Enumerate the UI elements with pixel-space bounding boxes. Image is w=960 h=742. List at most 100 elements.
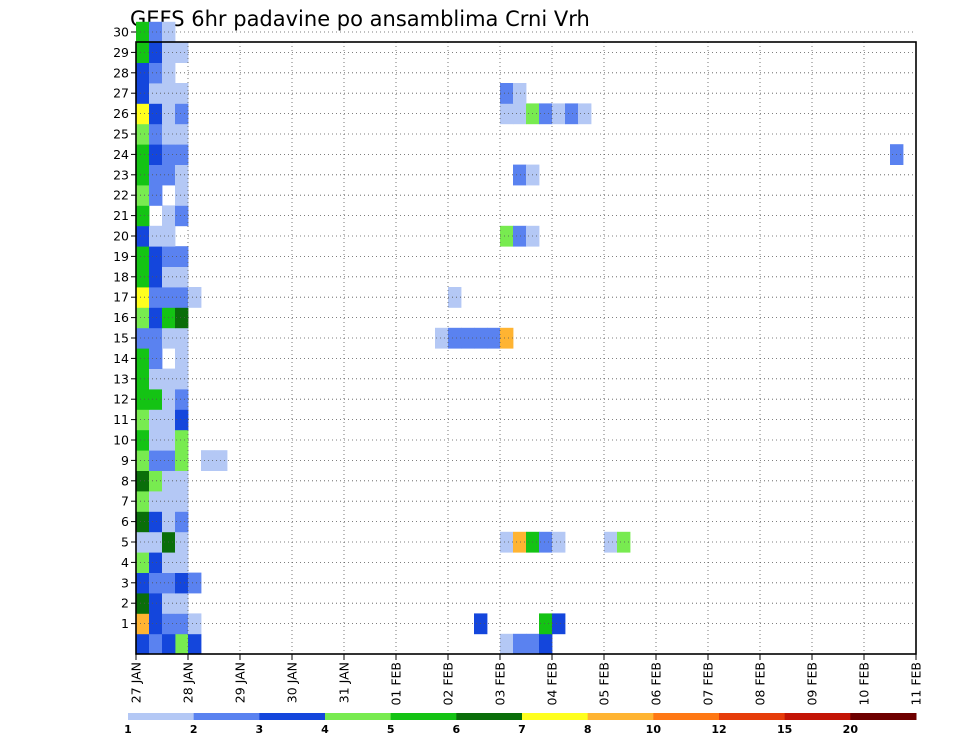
heatmap-cell [149, 42, 163, 63]
colorbar-label: 8 [584, 723, 592, 736]
colorbar-label: 3 [256, 723, 264, 736]
heatmap-cell [136, 164, 150, 186]
heatmap-cell [136, 389, 150, 410]
heatmap-cell [149, 450, 163, 471]
x-tick-label: 03 FEB [493, 662, 508, 706]
heatmap-cell [500, 531, 514, 553]
heatmap-cell [500, 83, 514, 104]
x-tick-label: 10 FEB [857, 662, 872, 706]
heatmap-cell [136, 572, 150, 594]
heatmap-cell [175, 144, 189, 165]
heatmap-cell [487, 327, 501, 349]
heatmap-cell [565, 103, 579, 125]
heatmap-cell [136, 409, 150, 431]
y-tick-label: 4 [121, 555, 129, 570]
heatmap-cell [552, 613, 566, 635]
heatmap-cell [136, 144, 150, 165]
heatmap-cell [136, 123, 150, 145]
plot-frame [135, 41, 917, 655]
heatmap-cell [175, 164, 189, 186]
heatmap-cell [175, 593, 189, 614]
y-tick-label: 8 [121, 473, 129, 488]
heatmap-cell [136, 450, 150, 471]
colorbar-swatch [390, 713, 457, 720]
heatmap-cell [513, 164, 527, 186]
y-tick-label: 2 [121, 596, 129, 611]
heatmap-cell [175, 266, 189, 288]
heatmap-cell [175, 42, 189, 63]
heatmap-cell [149, 164, 163, 186]
heatmap-cell [136, 470, 150, 492]
heatmap-cell [175, 307, 189, 329]
heatmap-cell [149, 368, 163, 390]
heatmap-cell [149, 389, 163, 410]
x-tick-label: 29 JAN [233, 662, 248, 703]
y-tick-label: 17 [113, 290, 129, 305]
heatmap-cell [149, 470, 163, 492]
colorbar-swatch [193, 713, 260, 720]
heatmap-cell [175, 511, 189, 533]
heatmap-cell [513, 83, 527, 104]
heatmap-cell [149, 572, 163, 594]
y-tick-label: 29 [113, 45, 129, 60]
heatmap-cell [149, 307, 163, 329]
x-tick-label: 06 FEB [649, 662, 664, 706]
heatmap-cell [175, 613, 189, 635]
colorbar-swatch [128, 713, 195, 720]
heatmap-cell [513, 633, 527, 655]
colorbar-swatch [587, 713, 654, 720]
heatmap-cell [513, 103, 527, 125]
y-tick-label: 9 [121, 453, 129, 468]
heatmap-cell [149, 246, 163, 267]
heatmap-cell [539, 613, 553, 635]
x-tick-label: 30 JAN [285, 662, 300, 703]
heatmap-cell [136, 429, 150, 451]
colorbar-label: 4 [321, 723, 329, 736]
heatmap-cell [175, 409, 189, 431]
y-tick-label: 10 [113, 433, 129, 448]
heatmap-cell [149, 144, 163, 165]
heatmap-cell [136, 552, 150, 573]
heatmap-cell [136, 21, 150, 43]
heatmap-cell [149, 531, 163, 553]
colorbar-label: 5 [387, 723, 395, 736]
heatmap-cell [136, 185, 150, 206]
y-tick-label: 7 [121, 494, 129, 509]
y-tick-label: 1 [121, 616, 129, 631]
x-tick-label: 01 FEB [389, 662, 404, 706]
y-tick-label: 27 [113, 86, 129, 101]
colorbar-label: 20 [843, 723, 859, 736]
heatmap-cell [149, 266, 163, 288]
heatmap-cell [149, 429, 163, 451]
y-tick-label: 5 [121, 535, 129, 550]
y-tick-label: 26 [113, 106, 129, 121]
heatmap-cell [149, 123, 163, 145]
heatmap-cell [175, 348, 189, 369]
heatmap-cell [448, 327, 462, 349]
heatmap-cell [175, 531, 189, 553]
heatmap-cell [175, 327, 189, 349]
y-tick-label: 28 [113, 65, 129, 80]
x-tick-label: 02 FEB [441, 662, 456, 706]
heatmap-cell [149, 348, 163, 369]
heatmap-cell [149, 511, 163, 533]
heatmap-cell [149, 327, 163, 349]
heatmap-cell [136, 613, 150, 635]
heatmap-cell [149, 185, 163, 206]
colorbar-label: 6 [453, 723, 461, 736]
x-tick-label: 09 FEB [805, 662, 820, 706]
heatmap-cell [526, 633, 540, 655]
heatmap-cell [435, 327, 449, 349]
heatmap-cell [539, 633, 553, 655]
heatmap-cell [136, 593, 150, 614]
heatmap-cell [175, 470, 189, 492]
heatmap-cell [552, 103, 566, 125]
heatmap-cell [136, 287, 150, 308]
x-tick-label: 05 FEB [597, 662, 612, 706]
y-tick-label: 19 [113, 249, 129, 264]
heatmap-cell [136, 42, 150, 63]
colorbar-swatch [259, 713, 326, 720]
colorbar-swatch [719, 713, 786, 720]
colorbar-label: 7 [518, 723, 526, 736]
heatmap-cell [136, 531, 150, 553]
